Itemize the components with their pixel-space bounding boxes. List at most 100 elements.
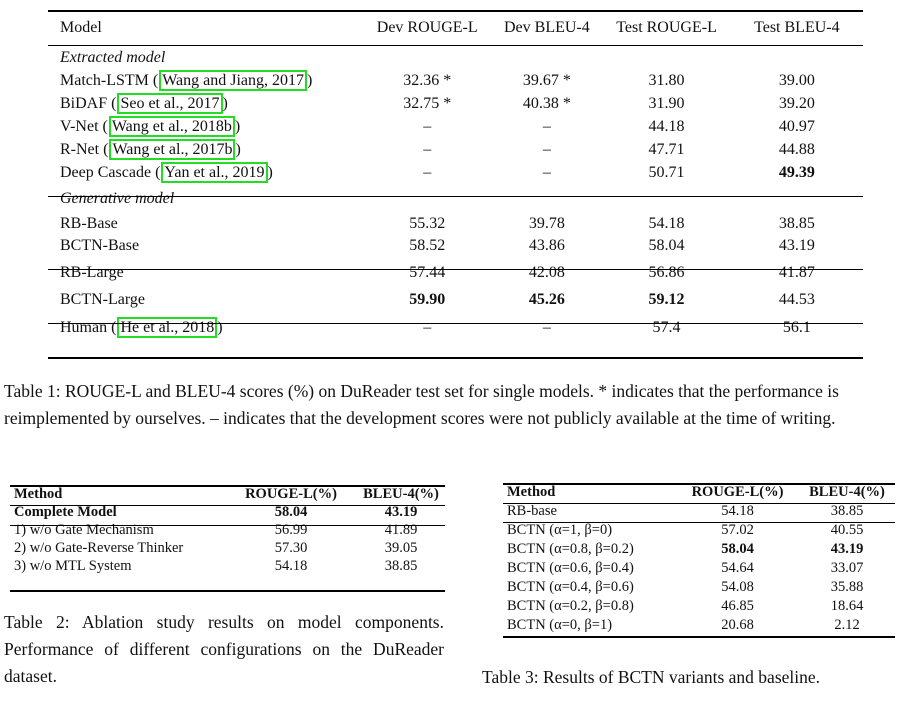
citation-close: ) [307, 72, 313, 89]
citation-link[interactable]: Seo et al., 2017 [117, 93, 223, 114]
table1-top-rule [48, 10, 863, 12]
dev-bleu-cell: 40.38 * [522, 95, 571, 112]
dev-rouge-cell: 32.36 * [403, 72, 452, 89]
table1-human-rule [48, 323, 863, 324]
citation-link[interactable]: He et al., 2018 [117, 317, 218, 338]
bleu-cell: 38.85 [384, 558, 418, 574]
dev-rouge-cell: 55.32 [409, 215, 446, 232]
test-rouge-cell: 50.71 [648, 164, 685, 181]
test-bleu-cell: 39.20 [778, 95, 815, 112]
table1-bottom-rule [48, 357, 863, 359]
table1-header-dev-rouge: Dev ROUGE-L [376, 19, 478, 36]
table2-complete-row: Complete Model 58.04 43.19 [10, 503, 452, 521]
table1-row: V-Net (Wang et al., 2018b) – – 44.18 40.97 [48, 115, 863, 138]
citation-link[interactable]: Wang et al., 2017b [109, 139, 236, 160]
table2-header-rouge: ROUGE-L(%) [245, 486, 337, 502]
rouge-cell: 46.85 [721, 598, 754, 614]
test-bleu-cell: 43.19 [778, 237, 815, 254]
table3: Method ROUGE-L(%) BLEU-4(%) RB-base 54.1… [503, 483, 896, 635]
test-bleu-cell: 39.00 [778, 72, 815, 89]
method-cell: BCTN (α=0, β=1) [507, 617, 613, 633]
dev-rouge-cell: – [423, 118, 432, 135]
method-cell: 2) w/o Gate-Reverse Thinker [14, 540, 184, 556]
rouge-cell: 54.18 [274, 558, 308, 574]
rouge-cell: 57.02 [721, 522, 754, 538]
table1-section-rule [48, 196, 863, 197]
citation-link[interactable]: Wang and Jiang, 2017 [159, 70, 307, 91]
test-rouge-cell: 31.80 [648, 72, 685, 89]
table2-row: 3) w/o MTL System 54.18 38.85 [10, 557, 452, 575]
table3-baseline-method: RB-base [507, 503, 557, 519]
table3-baseline-rule [503, 522, 895, 523]
table1-row: BCTN-Base 58.52 43.86 58.04 43.19 [48, 235, 863, 257]
test-bleu-cell: 41.87 [778, 264, 815, 281]
test-bleu-cell: 40.97 [778, 118, 815, 135]
table2-complete-bleu: 43.19 [384, 504, 418, 520]
table1-header-test-bleu: Test BLEU-4 [754, 19, 840, 36]
test-bleu-cell: 38.85 [778, 215, 815, 232]
test-rouge-cell: 31.90 [648, 95, 685, 112]
table2-header-method: Method [14, 486, 63, 502]
table2-row: 1) w/o Gate Mechanism 56.99 41.89 [10, 521, 452, 539]
dev-rouge-cell: 32.75 * [403, 95, 452, 112]
bleu-cell: 2.12 [834, 617, 860, 633]
dev-rouge-cell: – [423, 319, 432, 336]
rouge-cell: 54.08 [721, 579, 754, 595]
table1-row: BiDAF (Seo et al., 2017) 32.75 * 40.38 * 31… [48, 92, 863, 115]
model-name-cell: V-Net (Wang et al., 2018b) [48, 115, 363, 138]
method-cell: BCTN (α=0.8, β=0.2) [507, 541, 634, 557]
method-cell: BCTN (α=0.2, β=0.8) [507, 598, 634, 614]
test-rouge-cell: 56.86 [648, 264, 685, 281]
table3-caption: Table 3: Results of BCTN variants and ba… [482, 667, 821, 687]
dev-bleu-cell: – [542, 141, 551, 158]
table3-row: BCTN (α=0.6, β=0.4) 54.64 33.07 [503, 559, 896, 578]
bleu-cell: 40.55 [830, 522, 864, 538]
table3-header-rule [503, 503, 895, 504]
table3-row: BCTN (α=0.2, β=0.8) 46.85 18.64 [503, 597, 896, 616]
model-name: Match-LSTM ( [60, 72, 159, 89]
table1-row: Human (He et al., 2018) – – 57.4 56.1 [48, 311, 863, 345]
model-name: RB-Base [60, 215, 118, 232]
rouge-cell: 56.99 [274, 522, 308, 538]
table2-caption: Table 2: Ablation study results on model… [4, 612, 444, 686]
table2-header-rule [10, 505, 445, 506]
test-rouge-cell: 58.04 [648, 237, 685, 254]
dev-rouge-cell: 59.90 [409, 291, 446, 308]
table3-row: BCTN (α=0.4, β=0.6) 54.08 35.88 [503, 578, 896, 597]
section-label: Generative model [60, 190, 175, 207]
method-cell: 1) w/o Gate Mechanism [14, 522, 154, 538]
citation-close: ) [267, 164, 273, 181]
citation-link[interactable]: Wang et al., 2018b [108, 116, 235, 137]
citation-link[interactable]: Yan et al., 2019 [161, 162, 268, 183]
table3-baseline-bleu: 38.85 [830, 503, 864, 519]
model-name: Deep Cascade ( [60, 164, 161, 181]
table3-row: BCTN (α=1, β=0) 57.02 40.55 [503, 521, 896, 540]
table1-base-large-rule [48, 269, 863, 270]
bleu-cell: 43.19 [830, 541, 864, 557]
dev-rouge-cell: 57.44 [409, 264, 446, 281]
citation-close: ) [217, 319, 223, 336]
table3-baseline-row: RB-base 54.18 38.85 [503, 502, 896, 521]
table3-top-rule [503, 483, 895, 485]
dev-bleu-cell: 39.78 [528, 215, 565, 232]
dev-bleu-cell: 42.08 [528, 264, 565, 281]
model-name-cell: Deep Cascade (Yan et al., 2019) [48, 161, 363, 185]
citation-close: ) [222, 95, 228, 112]
table1-header-row: Model Dev ROUGE-L Dev BLEU-4 Test ROUGE-… [48, 10, 863, 46]
table3-baseline-rouge: 54.18 [721, 503, 754, 519]
model-name-cell: R-Net (Wang et al., 2017b) [48, 138, 363, 161]
table2-complete-rule [10, 525, 445, 526]
table1-header-dev-bleu: Dev BLEU-4 [503, 19, 590, 36]
table2-bottom-rule [10, 590, 445, 592]
table2-header-row: Method ROUGE-L(%) BLEU-4(%) [10, 485, 452, 503]
bleu-cell: 33.07 [830, 560, 864, 576]
test-bleu-cell: 44.88 [778, 141, 815, 158]
table1-section-extracted: Extracted model [48, 46, 863, 69]
table3-header-method: Method [507, 484, 556, 500]
test-bleu-cell: 44.53 [778, 291, 815, 308]
table3-header-bleu: BLEU-4(%) [809, 484, 885, 500]
method-cell: BCTN (α=1, β=0) [507, 522, 613, 538]
citation-close: ) [234, 118, 241, 135]
bleu-cell: 39.05 [384, 540, 418, 556]
table2: Method ROUGE-L(%) BLEU-4(%) Complete Mod… [10, 485, 452, 575]
